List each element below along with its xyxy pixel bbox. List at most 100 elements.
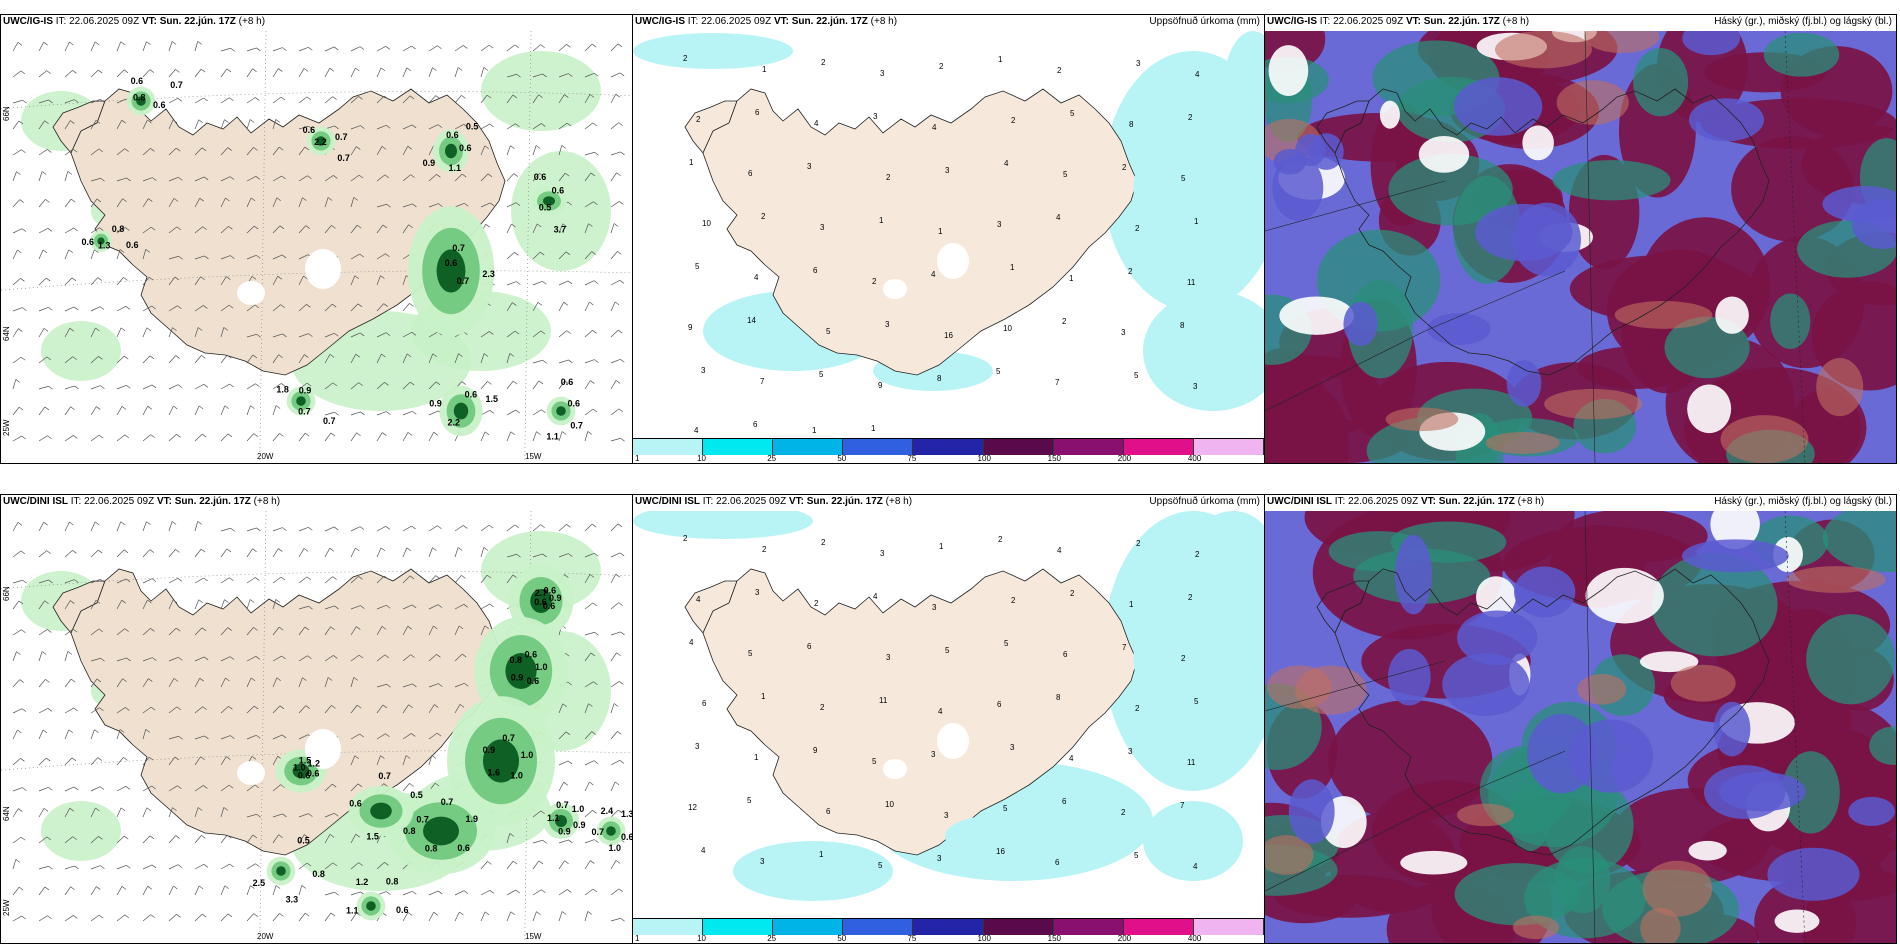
- legend-label: 10: [697, 454, 707, 463]
- precip-value: 2: [1136, 539, 1141, 548]
- color-legend: 1 10 25 50 75 100 150 200 400: [633, 918, 1264, 943]
- precip-value: 5: [1181, 174, 1186, 183]
- legend-label: 75: [907, 934, 917, 943]
- panel-bottom-precip: UWC/DINI ISL IT: 22.06.2025 09Z VT: Sun.…: [632, 494, 1265, 944]
- legend-label: 150: [1047, 934, 1062, 943]
- precip-value: 2: [1195, 550, 1200, 559]
- precip-value: 9: [878, 381, 883, 390]
- precip-value: 3: [760, 857, 765, 866]
- precip-value: 2: [998, 535, 1003, 544]
- precip-value: 4: [938, 707, 943, 716]
- precip-value: 3: [880, 69, 885, 78]
- precip-value: 3: [885, 320, 890, 329]
- precip-value: 16: [996, 847, 1005, 856]
- init-time: IT: 22.06.2025 09Z: [70, 496, 155, 507]
- precip-value: 3: [880, 549, 885, 558]
- precip-value: 0.7: [441, 797, 454, 807]
- precip-value: 0.8: [509, 655, 522, 665]
- precip-value: 5: [872, 757, 877, 766]
- precip-map: 2223124224324322124563556726121146825319…: [633, 511, 1264, 919]
- precip-value: 6: [807, 642, 812, 651]
- precip-value: 5: [1063, 170, 1068, 179]
- legend-label: 25: [767, 454, 777, 463]
- precip-value: 5: [1134, 851, 1139, 860]
- lon-label: 15W: [525, 932, 542, 941]
- precip-value: 0.6: [527, 676, 540, 686]
- precip-value: 0.6: [131, 76, 144, 86]
- precip-value: 0.9: [558, 827, 571, 837]
- precip-value: 9: [688, 323, 693, 332]
- valid-time: VT: Sun. 22.jún. 17Z: [773, 16, 868, 27]
- legend-label: 50: [837, 934, 847, 943]
- precip-value: 0.9: [299, 385, 312, 395]
- precip-value: 0.6: [307, 768, 320, 778]
- panel-bottom-cloud: UWC/DINI ISL IT: 22.06.2025 09Z VT: Sun.…: [1264, 494, 1897, 944]
- precip-value: 4: [814, 119, 819, 128]
- precip-value: 1: [1194, 217, 1199, 226]
- precip-value: 1.5: [485, 394, 498, 404]
- precip-value: 7: [760, 377, 765, 386]
- precip-value: 0.7: [298, 407, 311, 417]
- precip-value: 2: [1188, 593, 1193, 602]
- precip-value: 4: [1069, 754, 1074, 763]
- init-time: IT: 22.06.2025 09Z: [1319, 16, 1404, 27]
- precip-value: 2: [1011, 116, 1016, 125]
- precip-value: 2: [1121, 808, 1126, 817]
- legend-label: 1: [635, 934, 640, 943]
- precip-value: 1.0: [521, 750, 534, 760]
- precip-value: 3: [755, 588, 760, 597]
- precip-value: 0.5: [466, 122, 479, 132]
- precip-value: 1.1: [346, 905, 359, 915]
- precip-value: 8: [1180, 321, 1185, 330]
- precip-value: 0.7: [591, 827, 604, 837]
- legend-label: 25: [767, 934, 777, 943]
- precip-value: 3: [997, 220, 1002, 229]
- lon-label: 20W: [257, 452, 274, 461]
- precip-value: 7: [1122, 643, 1127, 652]
- map-area: 66N 64N 25W 20W 15W 0.9 0.9 0.7 0.6 0.6 1.2 0.9 2.4 0…: [1, 511, 632, 943]
- precip-value: 4: [873, 592, 878, 601]
- precip-value: 2: [761, 212, 766, 221]
- lead-time: (+8 h): [238, 16, 266, 27]
- precip-value: 2: [814, 599, 819, 608]
- precip-value: 6: [1055, 858, 1060, 867]
- legend-swatch: [913, 439, 984, 455]
- precip-value: 4: [1195, 70, 1200, 79]
- precip-value: 0.6: [534, 172, 547, 182]
- legend-swatch: [913, 919, 984, 935]
- legend-swatch: [983, 439, 1054, 455]
- lon-label: 15W: [525, 452, 542, 461]
- precip-value: 2: [872, 277, 877, 286]
- precip-value: 1.9: [465, 814, 478, 824]
- precip-value: 2: [1070, 589, 1075, 598]
- init-time: IT: 22.06.2025 09Z: [1334, 496, 1419, 507]
- precip-value: 2: [1135, 224, 1140, 233]
- legend-label: 200: [1117, 454, 1132, 463]
- precip-value: 3: [807, 162, 812, 171]
- precip-value: 3: [1010, 743, 1015, 752]
- precip-value: 1.5: [299, 755, 312, 765]
- precip-value: 2: [1135, 704, 1140, 713]
- precip-value: 2: [1181, 654, 1186, 663]
- precip-value: 6: [1063, 650, 1068, 659]
- panel-top-precip: UWC/IG-IS IT: 22.06.2025 09Z VT: Sun. 22…: [632, 14, 1265, 464]
- legend-swatch: [773, 439, 844, 455]
- field-label: Háský (gr.), miðský (fj.bl.) og lágský (…: [1714, 496, 1892, 507]
- map-area: 2 1 2 3 2 1 2 3 4 2 6 4 3 4 2 5 8 2 1 6 3 2 3 4 5 2 5 10 2 3 1 1 3 4 2 1 5 4 6…: [633, 31, 1264, 439]
- init-time: IT: 22.06.2025 09Z: [687, 16, 772, 27]
- precip-value: 1.1: [547, 813, 560, 823]
- precip-value: 0.6: [544, 585, 557, 595]
- precip-value: 1: [998, 55, 1003, 64]
- legend-label: 1: [635, 454, 640, 463]
- precip-value: 8: [937, 374, 942, 383]
- precip-value: 2.4: [601, 806, 614, 816]
- precip-value: 5: [1070, 109, 1075, 118]
- precip-value: 0.8: [133, 93, 146, 103]
- precip-value: 0.6: [153, 100, 166, 110]
- precip-value: 0.6: [349, 799, 362, 809]
- precip-value: 0.6: [621, 832, 632, 842]
- panel-header: UWC/DINI ISL IT: 22.06.2025 09Z VT: Sun.…: [1265, 495, 1896, 511]
- panel-header: UWC/DINI ISL IT: 22.06.2025 09Z VT: Sun.…: [1, 495, 632, 511]
- field-label: Uppsöfnuð úrkoma (mm): [1149, 16, 1260, 27]
- precip-value: 10: [1003, 324, 1012, 333]
